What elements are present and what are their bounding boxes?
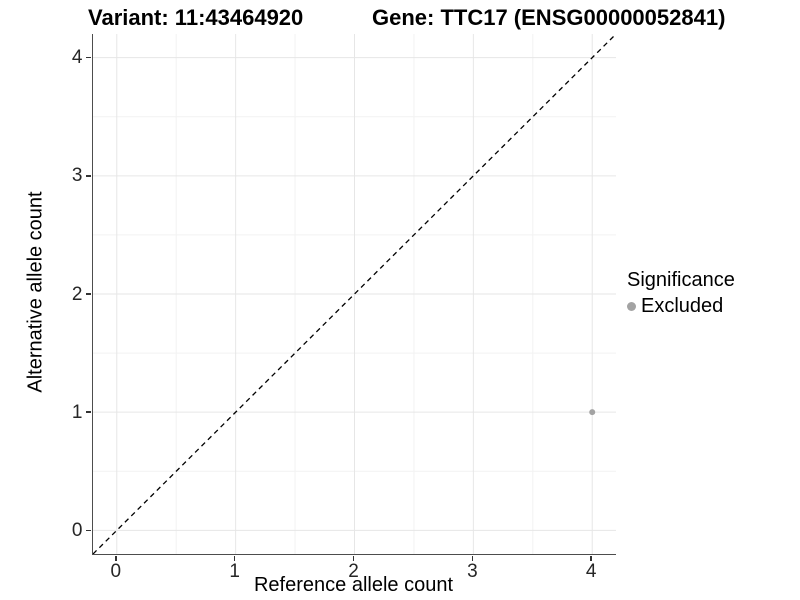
plot-title-gene: Gene: TTC17 (ENSG00000052841): [372, 5, 726, 30]
x-tick-mark: [352, 555, 355, 561]
x-tick-label: 0: [110, 560, 122, 582]
x-tick-mark: [590, 555, 592, 561]
x-tick-label: 2: [348, 560, 359, 582]
y-tick-label: 3: [71, 165, 83, 187]
y-tick-mark: [85, 175, 91, 177]
y-tick-mark: [85, 56, 91, 59]
y-tick-label: 2: [71, 283, 83, 305]
legend-title: Significance: [627, 269, 735, 291]
legend-point-icon: [627, 302, 636, 311]
y-tick-mark: [85, 411, 91, 413]
legend: Significance Excluded: [627, 269, 735, 318]
y-tick-label: 4: [71, 47, 83, 69]
y-tick-label: 0: [71, 519, 83, 541]
y-tick-mark: [85, 529, 91, 532]
plot-canvas: [93, 34, 616, 554]
x-tick-mark: [471, 555, 474, 561]
y-tick-label: 1: [71, 401, 83, 423]
x-tick-label: 1: [229, 560, 240, 582]
x-axis-title: Reference allele count: [253, 574, 453, 596]
y-tick-mark: [85, 293, 91, 295]
x-tick-mark: [115, 555, 117, 561]
legend-entry-label: Excluded: [641, 295, 724, 317]
x-tick-mark: [233, 555, 236, 561]
data-point: [589, 409, 596, 416]
x-tick-label: 3: [467, 560, 478, 582]
plot-panel: [92, 34, 616, 555]
legend-entry-excluded: Excluded: [627, 295, 735, 318]
plot-title-variant: Variant: 11:43464920: [88, 5, 304, 30]
x-tick-label: 4: [585, 560, 597, 582]
identity-line: [93, 34, 616, 554]
